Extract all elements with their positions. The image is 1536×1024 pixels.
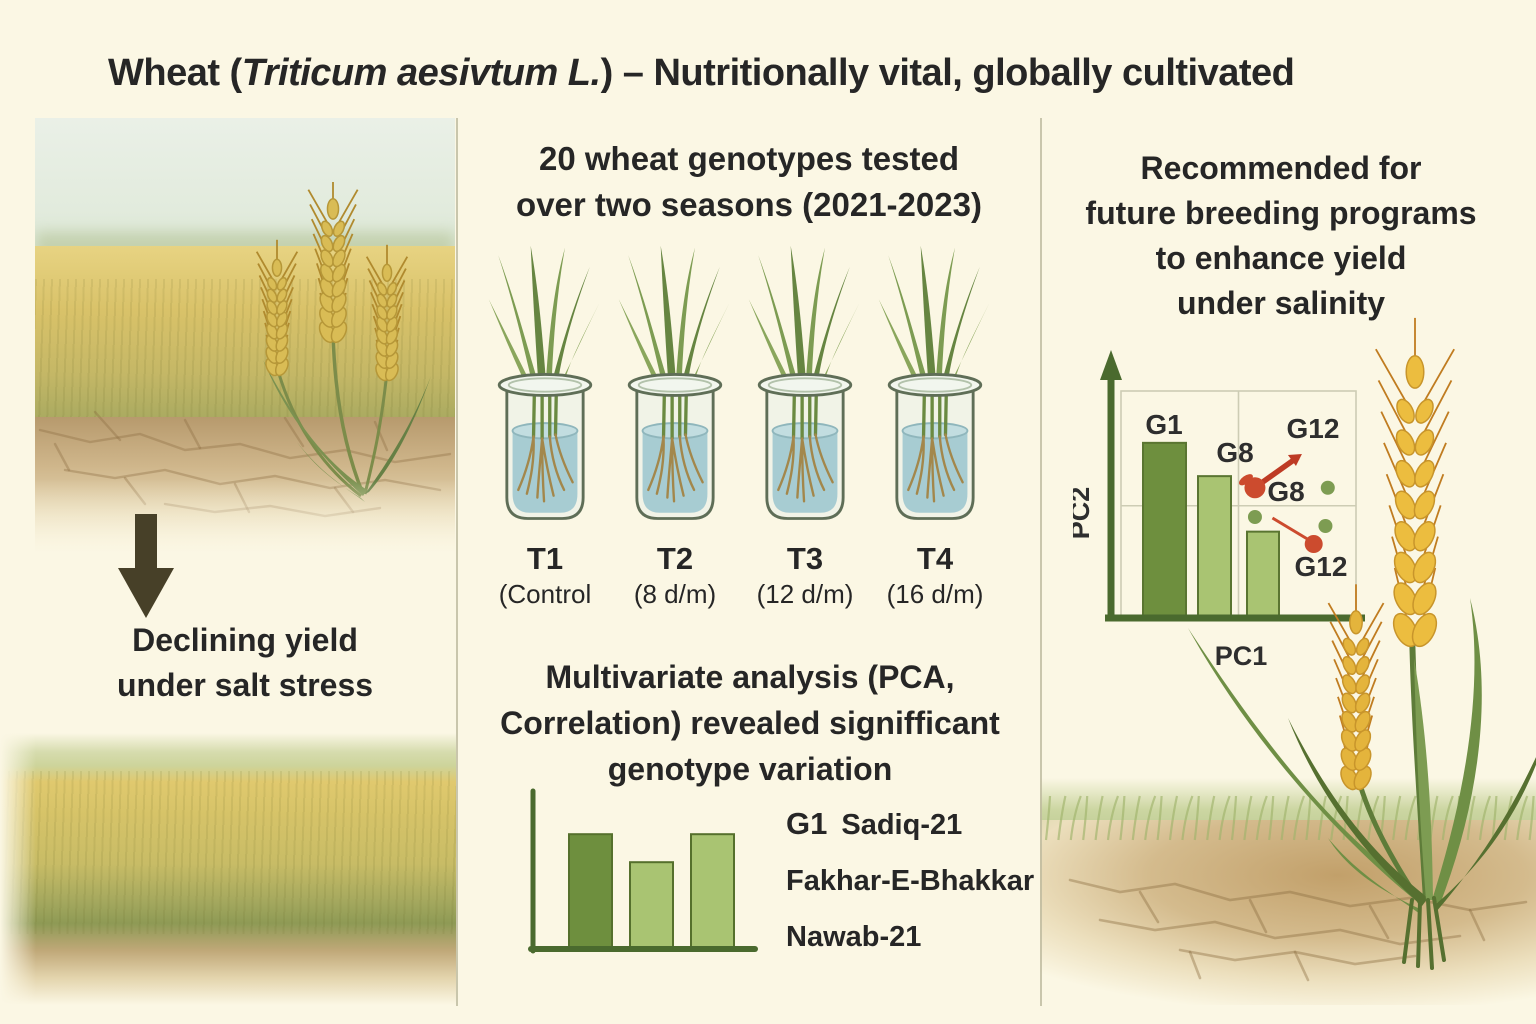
strip-texture bbox=[0, 771, 456, 935]
beaker-illustration bbox=[483, 240, 607, 536]
genotype-name: Nawab-21 bbox=[786, 921, 922, 953]
title-suffix: ) – Nutritionally vital, globally cultiv… bbox=[600, 52, 1295, 94]
pca-biplot-chart: G1 G8 G12 G8 G12 PC2 PC1 bbox=[1073, 350, 1365, 671]
pca-y-axis-label: PC2 bbox=[1073, 487, 1095, 540]
beaker-t3 bbox=[740, 240, 870, 540]
beaker-t2 bbox=[610, 240, 740, 540]
experiment-heading-line-2: over two seasons (2021-2023) bbox=[516, 186, 982, 223]
pca-label-g8-upper: G8 bbox=[1216, 437, 1253, 468]
pca-label-g8-lower: G8 bbox=[1267, 476, 1304, 507]
pca-label-g12-lower: G12 bbox=[1295, 551, 1348, 582]
treatment-label: T2 bbox=[656, 541, 694, 576]
salt-stressed-field-illustration bbox=[35, 118, 455, 558]
treatment-sublabel: (Control bbox=[498, 579, 592, 609]
recommendation-line-1: Recommended for bbox=[1140, 150, 1422, 186]
treatment-sublabel: (12 d/m) bbox=[756, 579, 854, 609]
experiment-heading: 20 wheat genotypes tested over two seaso… bbox=[460, 136, 1038, 228]
caption-line-1: Declining yield bbox=[132, 622, 358, 658]
beaker-illustration bbox=[613, 240, 737, 536]
beaker-t1 bbox=[480, 240, 610, 540]
beaker-illustration bbox=[873, 240, 997, 536]
wheat-field-strip-illustration bbox=[0, 733, 456, 1005]
treatment-t2: T2 (8 d/m) bbox=[610, 541, 740, 610]
wheat-spike-illustration bbox=[1044, 317, 1536, 982]
panel-divider-left bbox=[456, 118, 458, 1006]
treatment-label: T3 bbox=[786, 541, 824, 576]
page-title: Wheat (Triticum aesivtum L.) – Nutrition… bbox=[108, 52, 1295, 95]
treatment-t3: T3 (12 d/m) bbox=[740, 541, 870, 610]
treatment-t1: T1 (Control bbox=[480, 541, 610, 610]
wheat-plant-illustration bbox=[255, 182, 431, 502]
strip-fade-left bbox=[0, 733, 37, 1005]
scene-fade bbox=[35, 478, 455, 558]
genotype-list: G1 Sadiq-21 Fakhar-E-Bhakkar Nawab-21 bbox=[786, 806, 1046, 977]
pca-label-g1: G1 bbox=[1145, 409, 1182, 440]
title-prefix: Wheat ( bbox=[108, 52, 242, 94]
beaker-t4 bbox=[870, 240, 1000, 540]
field-sky bbox=[35, 118, 455, 250]
genotype-item-2: Fakhar-E-Bhakkar bbox=[786, 865, 1046, 898]
hydroponic-beakers-row bbox=[480, 240, 1000, 540]
panel-divider-right bbox=[1040, 118, 1042, 1006]
caption-line-2: under salt stress bbox=[116, 667, 374, 703]
treatment-label: T4 bbox=[916, 541, 954, 576]
beaker-illustration bbox=[743, 240, 867, 536]
genotype-name: Fakhar-E-Bhakkar bbox=[786, 865, 1035, 897]
genotype-code: G1 bbox=[786, 806, 828, 841]
treatment-t4: T4 (16 d/m) bbox=[870, 541, 1000, 610]
experiment-heading-line-1: 20 wheat genotypes tested bbox=[539, 140, 959, 177]
genotype-item-1: G1 Sadiq-21 bbox=[786, 806, 1046, 842]
pca-label-g12-upper: G12 bbox=[1287, 413, 1340, 444]
analysis-heading: Multivariate analysis (PCA, Correlation)… bbox=[455, 654, 1045, 792]
genotype-name: Sadiq-21 bbox=[841, 809, 963, 841]
treatment-sublabel: (8 d/m) bbox=[633, 579, 717, 609]
recommendation-line-3: to enhance yield bbox=[1155, 240, 1407, 276]
title-species-italic: Triticum aesivtum L. bbox=[241, 52, 601, 94]
treatment-label: T1 bbox=[526, 541, 564, 576]
treatment-labels-row: T1 (Control T2 (8 d/m) T3 (12 d/m) T4 (1… bbox=[480, 541, 1000, 610]
down-arrow-icon bbox=[118, 514, 174, 618]
declining-yield-caption: Declining yield under salt stress bbox=[35, 618, 455, 708]
genotype-item-3: Nawab-21 bbox=[786, 921, 1046, 954]
genotype-variation-bar-chart bbox=[528, 788, 758, 954]
treatment-sublabel: (16 d/m) bbox=[886, 579, 984, 609]
analysis-line-2: Correlation) revealed signifficant bbox=[500, 705, 1000, 741]
analysis-line-1: Multivariate analysis (PCA, bbox=[545, 659, 955, 695]
pca-x-axis-label: PC1 bbox=[1215, 641, 1268, 671]
recommendation-line-4: under salinity bbox=[1176, 285, 1386, 321]
analysis-line-3: genotype variation bbox=[607, 751, 893, 787]
recommendation-line-2: future breeding programs bbox=[1085, 195, 1477, 231]
recommendation-heading: Recommended for future breeding programs… bbox=[1048, 146, 1514, 326]
